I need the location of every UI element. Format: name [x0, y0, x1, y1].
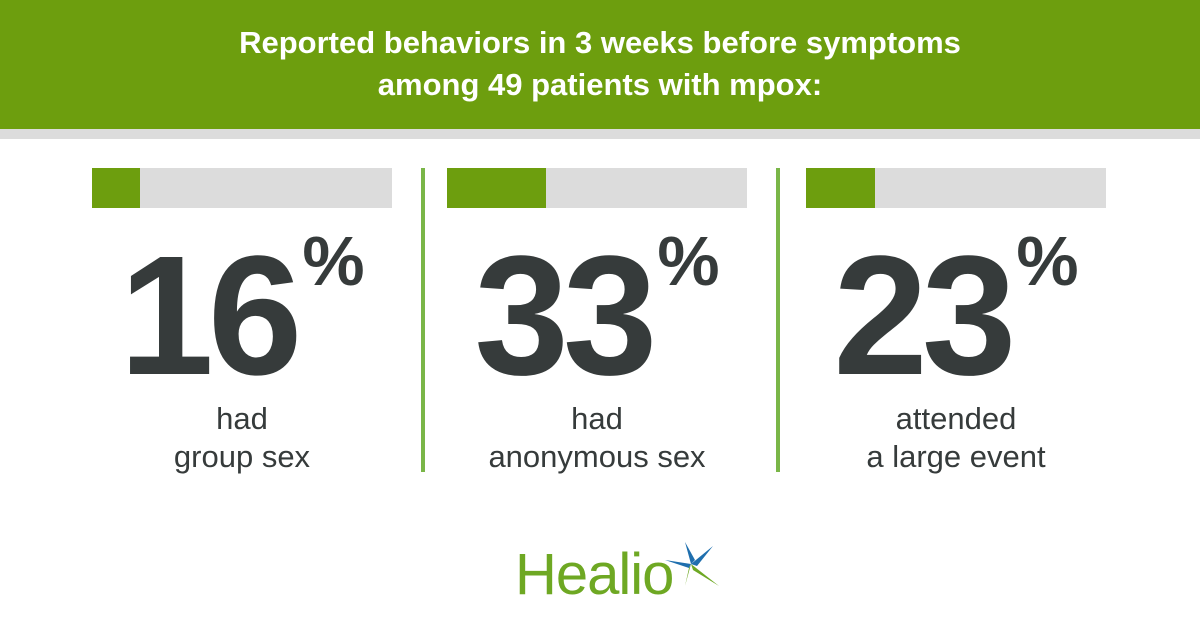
stat-label: had group sex [173, 401, 311, 474]
stat-label: attended a large event [866, 401, 1046, 474]
header-underline [0, 129, 1200, 139]
stat-value: 16% [119, 221, 365, 411]
title-line-2: among 49 patients with mpox: [377, 67, 823, 102]
progress-bar [447, 168, 747, 208]
logo-text: Healio [515, 542, 674, 607]
progress-fill [806, 168, 875, 208]
stat-anonymous-sex: 33% had anonymous sex [447, 168, 747, 474]
stat-value: 33% [474, 221, 720, 411]
stat-large-event: 23% attended a large event [806, 168, 1106, 474]
star-icon [665, 542, 719, 586]
progress-fill [447, 168, 546, 208]
divider [421, 168, 425, 472]
stat-label: had anonymous sex [488, 401, 706, 474]
title-line-1: Reported behaviors in 3 weeks before sym… [239, 25, 961, 60]
progress-bar [806, 168, 1106, 208]
divider [776, 168, 780, 472]
header-banner: Reported behaviors in 3 weeks before sym… [0, 0, 1200, 129]
stat-group-sex: 16% had group sex [92, 168, 392, 474]
progress-bar [92, 168, 392, 208]
stat-value: 23% [833, 221, 1079, 411]
progress-fill [92, 168, 140, 208]
healio-logo: Healio [515, 540, 725, 610]
